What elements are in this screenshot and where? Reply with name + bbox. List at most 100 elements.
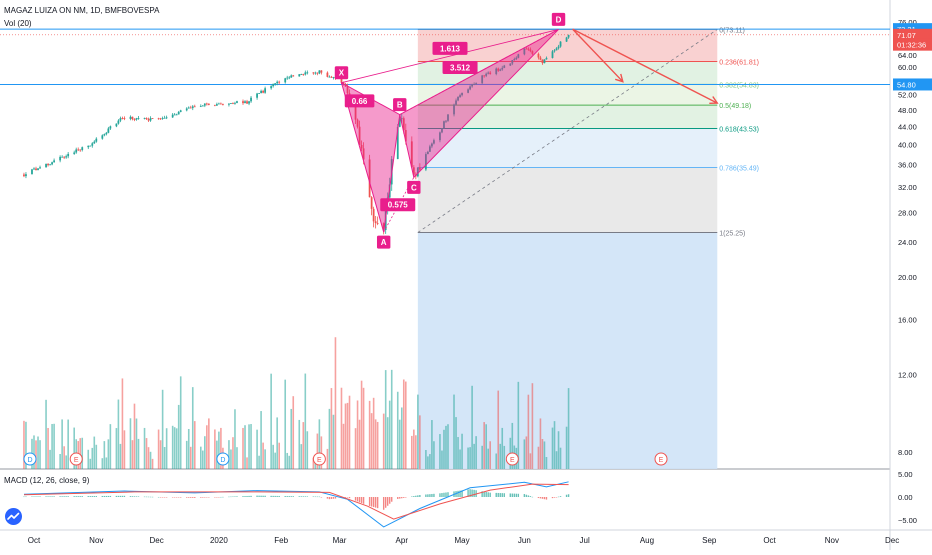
volume-bar	[189, 446, 192, 469]
macd-histogram-bar	[471, 489, 473, 497]
candle-body	[431, 143, 433, 147]
macd-histogram-bar	[328, 497, 331, 500]
time-axis-tick-label: Jun	[518, 536, 531, 545]
candle-body	[149, 118, 152, 121]
macd-histogram-bar	[499, 493, 501, 497]
candle-body	[304, 72, 307, 75]
volume-bar	[457, 437, 459, 469]
volume-bar	[553, 421, 556, 469]
macd-histogram-bar	[37, 496, 39, 497]
macd-histogram-bar	[204, 497, 206, 498]
volume-bar	[523, 439, 526, 469]
candle-body	[179, 110, 182, 112]
candle-body	[326, 72, 329, 77]
volume-bar	[284, 379, 287, 469]
macd-histogram-bar	[368, 497, 371, 506]
macd-histogram-bar	[39, 496, 41, 497]
volume-bar	[425, 449, 427, 469]
macd-histogram-bar	[374, 497, 377, 508]
macd-histogram-bar	[63, 496, 65, 497]
macd-histogram-bar	[382, 497, 385, 510]
macd-histogram-bar	[93, 496, 95, 497]
candle-body	[244, 101, 246, 104]
volume-bar	[37, 436, 39, 469]
macd-histogram-bar	[292, 496, 294, 497]
volume-bar	[567, 388, 570, 469]
macd-label: MACD (12, 26, close, 9)	[4, 476, 90, 485]
volume-bar	[65, 455, 67, 469]
candle-body	[262, 90, 265, 93]
candle-body	[457, 96, 459, 101]
macd-histogram-bar	[441, 493, 443, 497]
candle-body	[320, 70, 323, 73]
candle-body	[101, 135, 104, 139]
macd-histogram-bar	[230, 496, 232, 498]
candle-body	[541, 59, 544, 64]
volume-bar	[511, 422, 514, 469]
candle-body	[473, 84, 476, 85]
candle-body	[555, 48, 558, 51]
macd-histogram-bar	[157, 496, 160, 498]
candle-body	[213, 104, 216, 106]
macd-histogram-bar	[539, 497, 542, 499]
event-marker-label: E	[510, 457, 515, 464]
pattern-point-label: A	[381, 238, 387, 247]
candle-body	[157, 118, 160, 120]
candle-body	[159, 118, 162, 120]
candle-body	[545, 57, 548, 60]
candle-body	[314, 72, 317, 74]
macd-histogram-bar	[531, 496, 534, 498]
volume-bar	[191, 387, 194, 469]
tradingview-logo-icon[interactable]	[5, 508, 22, 525]
candle-body	[358, 126, 361, 145]
candle-body	[151, 118, 154, 120]
macd-histogram-bar	[543, 497, 546, 500]
macd-histogram-bar	[25, 496, 27, 498]
macd-histogram-bar	[51, 496, 53, 497]
event-marker	[505, 452, 519, 466]
pattern-point-label: D	[556, 15, 562, 24]
volume-bar	[427, 456, 429, 469]
volume-bar	[302, 422, 305, 469]
macd-histogram-bar	[236, 496, 238, 497]
macd-histogram-bar	[318, 496, 321, 498]
price-axis-tick-label: 76.00	[898, 18, 917, 27]
candle-body	[199, 106, 202, 107]
volume-bar	[320, 436, 323, 469]
volume-bar	[193, 421, 196, 469]
candle-body	[362, 148, 365, 160]
volume-bar	[208, 418, 210, 469]
macd-histogram-bar	[175, 497, 178, 498]
macd-histogram-bar	[149, 496, 152, 498]
volume-bar	[390, 369, 393, 469]
candle-body	[203, 103, 206, 106]
volume-bar	[545, 456, 548, 469]
macd-histogram-bar	[481, 491, 483, 497]
price-axis-tick-label: 20.00	[898, 273, 917, 282]
volume-bar	[555, 451, 558, 469]
price-axis-tick-label: 40.00	[898, 141, 917, 150]
candle-body	[93, 141, 96, 144]
volume-group	[23, 337, 570, 469]
volume-bar	[123, 430, 126, 469]
volume-bar	[370, 413, 373, 469]
candle-body	[501, 67, 504, 70]
macd-histogram-bar	[399, 497, 401, 499]
candle-body	[354, 100, 357, 120]
candle-body	[61, 156, 64, 158]
macd-histogram-bar	[459, 490, 461, 497]
candle-body	[368, 159, 371, 198]
macd-histogram-bar	[188, 497, 190, 498]
macd-histogram-bar	[115, 495, 118, 497]
volume-bar	[525, 436, 528, 469]
macd-histogram-bar	[109, 495, 112, 497]
volume-bar	[372, 397, 375, 469]
macd-histogram-bar	[511, 493, 514, 497]
candle-body	[475, 83, 478, 85]
macd-histogram-bar	[384, 497, 387, 508]
macd-histogram-bar	[258, 495, 260, 497]
volume-bar	[346, 402, 349, 469]
macd-histogram-bar	[274, 495, 276, 497]
candle-body	[410, 141, 413, 168]
